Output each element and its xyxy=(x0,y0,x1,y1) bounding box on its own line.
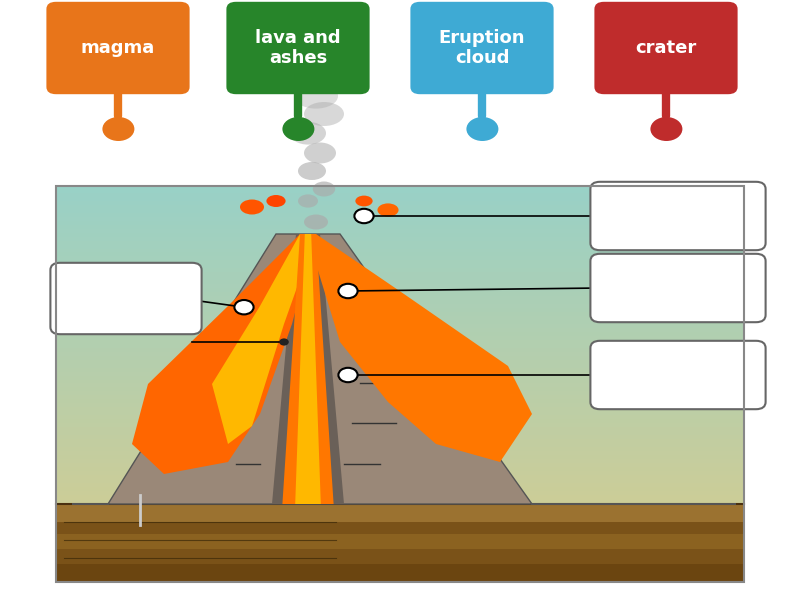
Bar xyxy=(56,564,744,582)
Circle shape xyxy=(279,338,289,346)
Polygon shape xyxy=(272,234,344,504)
Circle shape xyxy=(338,368,358,382)
Polygon shape xyxy=(316,234,532,462)
Bar xyxy=(56,549,744,564)
Ellipse shape xyxy=(266,195,286,207)
Circle shape xyxy=(466,117,498,141)
Ellipse shape xyxy=(313,181,335,196)
Circle shape xyxy=(650,117,682,141)
Ellipse shape xyxy=(294,83,338,109)
Polygon shape xyxy=(282,234,334,504)
FancyBboxPatch shape xyxy=(50,263,202,334)
Circle shape xyxy=(282,117,314,141)
Text: Eruption
cloud: Eruption cloud xyxy=(438,29,526,67)
FancyBboxPatch shape xyxy=(590,182,766,250)
Polygon shape xyxy=(295,234,321,504)
Polygon shape xyxy=(132,234,316,474)
Circle shape xyxy=(234,300,254,314)
FancyBboxPatch shape xyxy=(594,2,738,94)
FancyBboxPatch shape xyxy=(590,254,766,322)
FancyBboxPatch shape xyxy=(226,2,370,94)
Circle shape xyxy=(102,117,134,141)
Ellipse shape xyxy=(298,194,318,208)
Text: lava and
ashes: lava and ashes xyxy=(255,29,341,67)
Bar xyxy=(56,534,744,549)
Ellipse shape xyxy=(378,203,398,217)
Ellipse shape xyxy=(304,142,336,163)
Text: magma: magma xyxy=(81,39,155,57)
Ellipse shape xyxy=(304,214,328,229)
Text: crater: crater xyxy=(635,39,697,57)
Circle shape xyxy=(354,209,374,223)
Bar xyxy=(56,522,744,534)
FancyBboxPatch shape xyxy=(46,2,190,94)
Polygon shape xyxy=(72,234,736,504)
Ellipse shape xyxy=(298,162,326,180)
Circle shape xyxy=(338,284,358,298)
Polygon shape xyxy=(212,234,316,444)
Ellipse shape xyxy=(355,196,373,206)
Ellipse shape xyxy=(304,102,344,126)
FancyBboxPatch shape xyxy=(590,341,766,409)
Ellipse shape xyxy=(240,199,264,214)
FancyBboxPatch shape xyxy=(410,2,554,94)
Ellipse shape xyxy=(290,122,326,145)
Bar xyxy=(56,504,744,522)
